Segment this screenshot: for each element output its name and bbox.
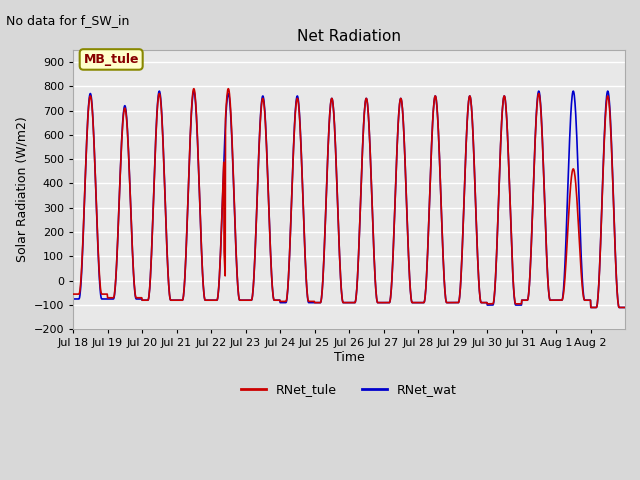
Title: Net Radiation: Net Radiation	[297, 29, 401, 44]
RNet_tule	[561, 284, 568, 289]
RNet_wat	[621, 305, 629, 311]
RNet_wat	[604, 88, 612, 94]
RNet_tule	[156, 91, 163, 96]
RNet_wat	[156, 88, 163, 94]
Text: No data for f_SW_in: No data for f_SW_in	[6, 14, 130, 27]
RNet_wat	[335, 224, 342, 230]
Text: MB_tule: MB_tule	[83, 53, 139, 66]
RNet_wat	[324, 146, 332, 152]
RNet_tule	[324, 138, 332, 144]
RNet_tule	[335, 234, 342, 240]
Y-axis label: Solar Radiation (W/m2): Solar Radiation (W/m2)	[15, 117, 28, 263]
RNet_wat	[69, 296, 77, 302]
Line: RNet_tule: RNet_tule	[73, 89, 625, 308]
RNet_tule	[614, 303, 622, 309]
RNet_tule	[621, 305, 629, 311]
RNet_tule	[69, 291, 77, 297]
RNet_wat	[479, 300, 487, 305]
RNet_wat	[560, 282, 568, 288]
X-axis label: Time: Time	[333, 351, 364, 364]
RNet_wat	[587, 305, 595, 311]
Line: RNet_wat: RNet_wat	[73, 91, 625, 308]
Legend: RNet_tule, RNet_wat: RNet_tule, RNet_wat	[236, 378, 462, 401]
RNet_wat	[614, 303, 622, 309]
RNet_tule	[190, 86, 198, 92]
RNet_tule	[587, 305, 595, 311]
RNet_tule	[479, 300, 487, 305]
